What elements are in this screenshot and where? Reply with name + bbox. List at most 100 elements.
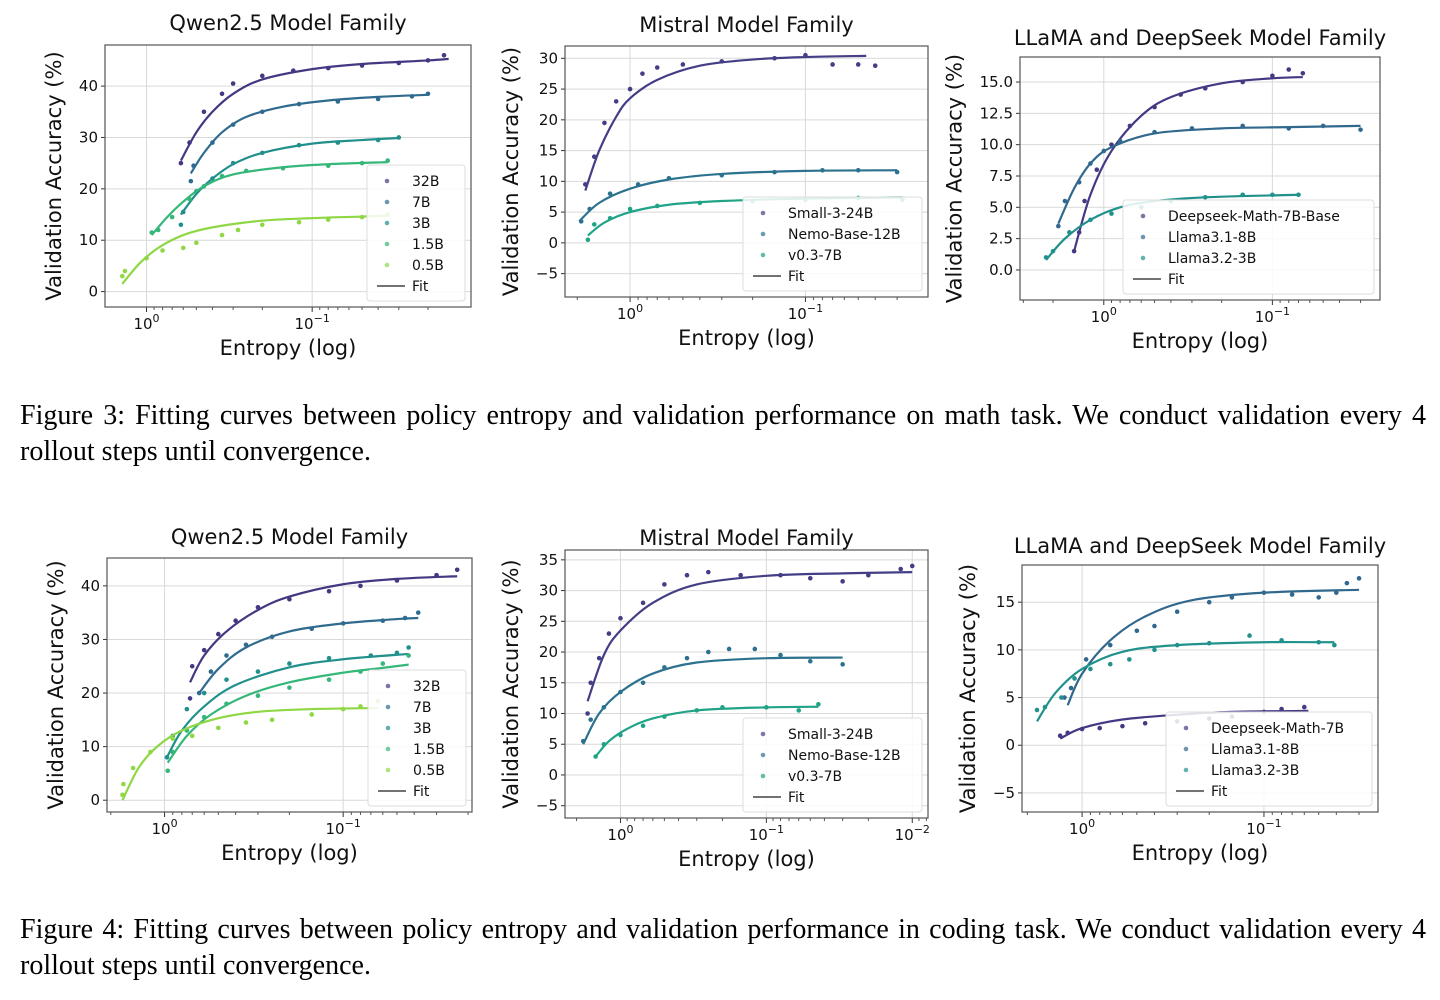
data-point bbox=[1088, 666, 1093, 672]
chart-title: Qwen2.5 Model Family bbox=[169, 11, 406, 35]
legend: Deepseek-Math-7B-Base Llama3.1-8B Llama3.2… bbox=[1122, 199, 1375, 295]
chart-1: −5 0 5 10 15 20 25 30 100 10−1 Small-3-24B Nemo-Bas… bbox=[499, 13, 929, 350]
data-point bbox=[1302, 704, 1307, 710]
legend-label: Deepseek-Math-7B-Base bbox=[1168, 209, 1340, 225]
legend-fit-label: Fit bbox=[1168, 272, 1185, 288]
data-point bbox=[706, 649, 711, 655]
data-point bbox=[596, 655, 602, 661]
data-point bbox=[224, 677, 229, 682]
fit-line bbox=[121, 706, 378, 801]
x-axis-label: Entropy (log) bbox=[1132, 329, 1269, 353]
data-point bbox=[588, 680, 593, 686]
legend-marker bbox=[385, 704, 391, 710]
data-point bbox=[662, 582, 667, 587]
data-point bbox=[684, 572, 690, 578]
data-point bbox=[1097, 725, 1103, 731]
legend-marker bbox=[760, 752, 766, 758]
data-point bbox=[1120, 723, 1125, 729]
fit-line bbox=[189, 93, 429, 175]
y-tick-label: −5 bbox=[536, 265, 558, 283]
y-axis-label: Validation Accuracy (%) bbox=[499, 47, 523, 296]
fit-line bbox=[180, 136, 399, 216]
y-tick-label: 35 bbox=[539, 551, 558, 569]
data-point bbox=[130, 765, 136, 771]
data-point bbox=[287, 685, 292, 690]
y-tick-label: 30 bbox=[81, 630, 100, 648]
data-point bbox=[1332, 642, 1337, 648]
data-point bbox=[441, 52, 447, 58]
data-point bbox=[585, 237, 591, 243]
data-point bbox=[243, 720, 249, 725]
legend-fit-label: Fit bbox=[788, 790, 805, 806]
data-point bbox=[208, 669, 214, 674]
data-point bbox=[1142, 721, 1148, 726]
legend-marker bbox=[385, 725, 391, 731]
plot-frame bbox=[1019, 56, 1381, 301]
chart-title: LLaMA and DeepSeek Model Family bbox=[1014, 26, 1386, 50]
legend-marker bbox=[384, 220, 390, 226]
data-point bbox=[654, 65, 660, 70]
data-point bbox=[606, 631, 612, 636]
legend-marker bbox=[385, 746, 391, 752]
data-point bbox=[224, 653, 229, 658]
legend-marker bbox=[760, 231, 766, 237]
series-Small-3-24B bbox=[585, 563, 915, 716]
legend: 32B 7B 3B 1.5B 0.5B Fit bbox=[367, 669, 467, 807]
data-point bbox=[591, 222, 597, 227]
chart-4: −5 0 5 10 15 20 25 30 35 100 10−1 10−2 Small-3-24B Ne… bbox=[499, 526, 930, 871]
data-point bbox=[326, 677, 332, 682]
data-point bbox=[796, 708, 802, 713]
legend-label: Nemo-Base-12B bbox=[788, 748, 901, 764]
series-Nemo-Base-12B bbox=[580, 646, 845, 745]
fit-line bbox=[1066, 588, 1360, 706]
y-axis-label: Validation Accuracy (%) bbox=[956, 564, 980, 813]
legend-marker bbox=[760, 773, 766, 779]
legend-box bbox=[366, 164, 466, 302]
legend-marker bbox=[385, 767, 391, 773]
data-point bbox=[830, 62, 835, 67]
data-point bbox=[189, 663, 195, 669]
data-point bbox=[807, 575, 813, 581]
data-point bbox=[296, 219, 302, 225]
series-1.5B bbox=[149, 158, 391, 236]
fit-line bbox=[198, 616, 419, 694]
data-point bbox=[1127, 657, 1132, 662]
data-point bbox=[406, 645, 411, 650]
chart-title: LLaMA and DeepSeek Model Family bbox=[1014, 534, 1386, 558]
y-axis-label: Validation Accuracy (%) bbox=[499, 559, 523, 808]
data-point bbox=[201, 690, 207, 696]
data-point bbox=[909, 563, 915, 569]
data-point bbox=[855, 62, 861, 67]
legend-label: v0.3-7B bbox=[788, 769, 842, 785]
chart-2: 0.0 2.5 5.0 7.5 10.0 12.5 15.0 100 10−1 Deepseek-… bbox=[943, 26, 1387, 353]
y-tick-label: 15.0 bbox=[980, 73, 1013, 91]
fit-line bbox=[586, 571, 913, 702]
data-point bbox=[840, 662, 845, 667]
data-point bbox=[1068, 685, 1074, 691]
legend-fit-label: Fit bbox=[1211, 784, 1228, 800]
legend-marker bbox=[1183, 767, 1189, 773]
data-point bbox=[816, 701, 821, 707]
y-tick-label: 30 bbox=[539, 49, 558, 67]
x-tick-label: 10−1 bbox=[788, 302, 823, 323]
x-tick-label: 10−1 bbox=[326, 817, 361, 838]
series-0.5B bbox=[120, 698, 381, 801]
data-point bbox=[230, 81, 236, 86]
y-tick-label: 20 bbox=[79, 180, 98, 198]
series-Llama3.1-8B bbox=[1056, 123, 1363, 229]
data-point bbox=[778, 652, 783, 658]
y-tick-label: 5.0 bbox=[989, 198, 1013, 216]
x-tick-label: 10−1 bbox=[1246, 817, 1281, 838]
y-tick-label: 0.0 bbox=[989, 261, 1013, 279]
data-point bbox=[840, 579, 845, 584]
data-point bbox=[680, 62, 686, 67]
data-point bbox=[255, 693, 261, 699]
legend-label: Llama3.1-8B bbox=[1211, 742, 1299, 758]
y-tick-label: 10 bbox=[81, 738, 100, 756]
data-point bbox=[1107, 642, 1113, 648]
data-point bbox=[1229, 595, 1235, 600]
legend-fit-label: Fit bbox=[788, 269, 805, 285]
data-point bbox=[287, 661, 292, 666]
fit-line bbox=[578, 169, 898, 223]
x-tick-label: 100 bbox=[1069, 817, 1095, 838]
